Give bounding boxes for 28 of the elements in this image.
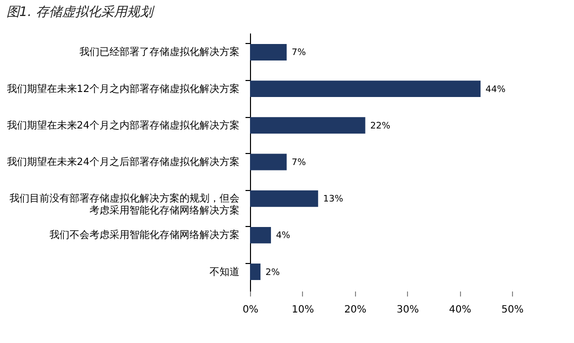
data-label: 7%	[292, 48, 306, 58]
bar	[250, 264, 260, 280]
y-tick-label: 我们期望在未来24个月之后部署存储虚拟化解决方案	[6, 156, 240, 168]
y-tick-label: 我们目前没有部署存储虚拟化解决方案的规划，但会考虑采用智能化存储网络解决方案	[10, 192, 240, 217]
y-tick-label: 不知道	[210, 266, 240, 278]
y-tick-label: 我们不会考虑采用智能化存储网络解决方案	[50, 229, 240, 242]
x-tick-label: 10%	[292, 304, 314, 316]
x-tick-label: 20%	[344, 304, 366, 316]
bar	[250, 154, 287, 170]
data-label: 4%	[276, 231, 291, 242]
data-label: 13%	[323, 194, 344, 205]
data-label: 7%	[292, 158, 306, 168]
bar	[250, 190, 318, 207]
bar	[250, 117, 366, 134]
y-tick-label: 我们已经部署了存储虚拟化解决方案	[80, 46, 240, 58]
x-tick-label: 30%	[396, 304, 419, 316]
x-tick-label: 50%	[501, 304, 524, 316]
bar	[250, 44, 287, 60]
data-label: 2%	[265, 268, 280, 278]
x-tick-label: 0%	[242, 304, 258, 316]
y-tick-label: 我们期望在未来12个月之内部署存储虚拟化解决方案	[6, 82, 240, 95]
x-tick-label: 40%	[448, 304, 472, 316]
bar	[250, 226, 271, 244]
data-label: 44%	[486, 84, 506, 95]
bar	[250, 80, 481, 98]
data-label: 22%	[370, 121, 391, 132]
text: 图1. 存储虚拟化采用规划	[6, 5, 155, 20]
y-tick-label: 我们期望在未来24个月之内部署存储虚拟化解决方案	[6, 119, 240, 132]
